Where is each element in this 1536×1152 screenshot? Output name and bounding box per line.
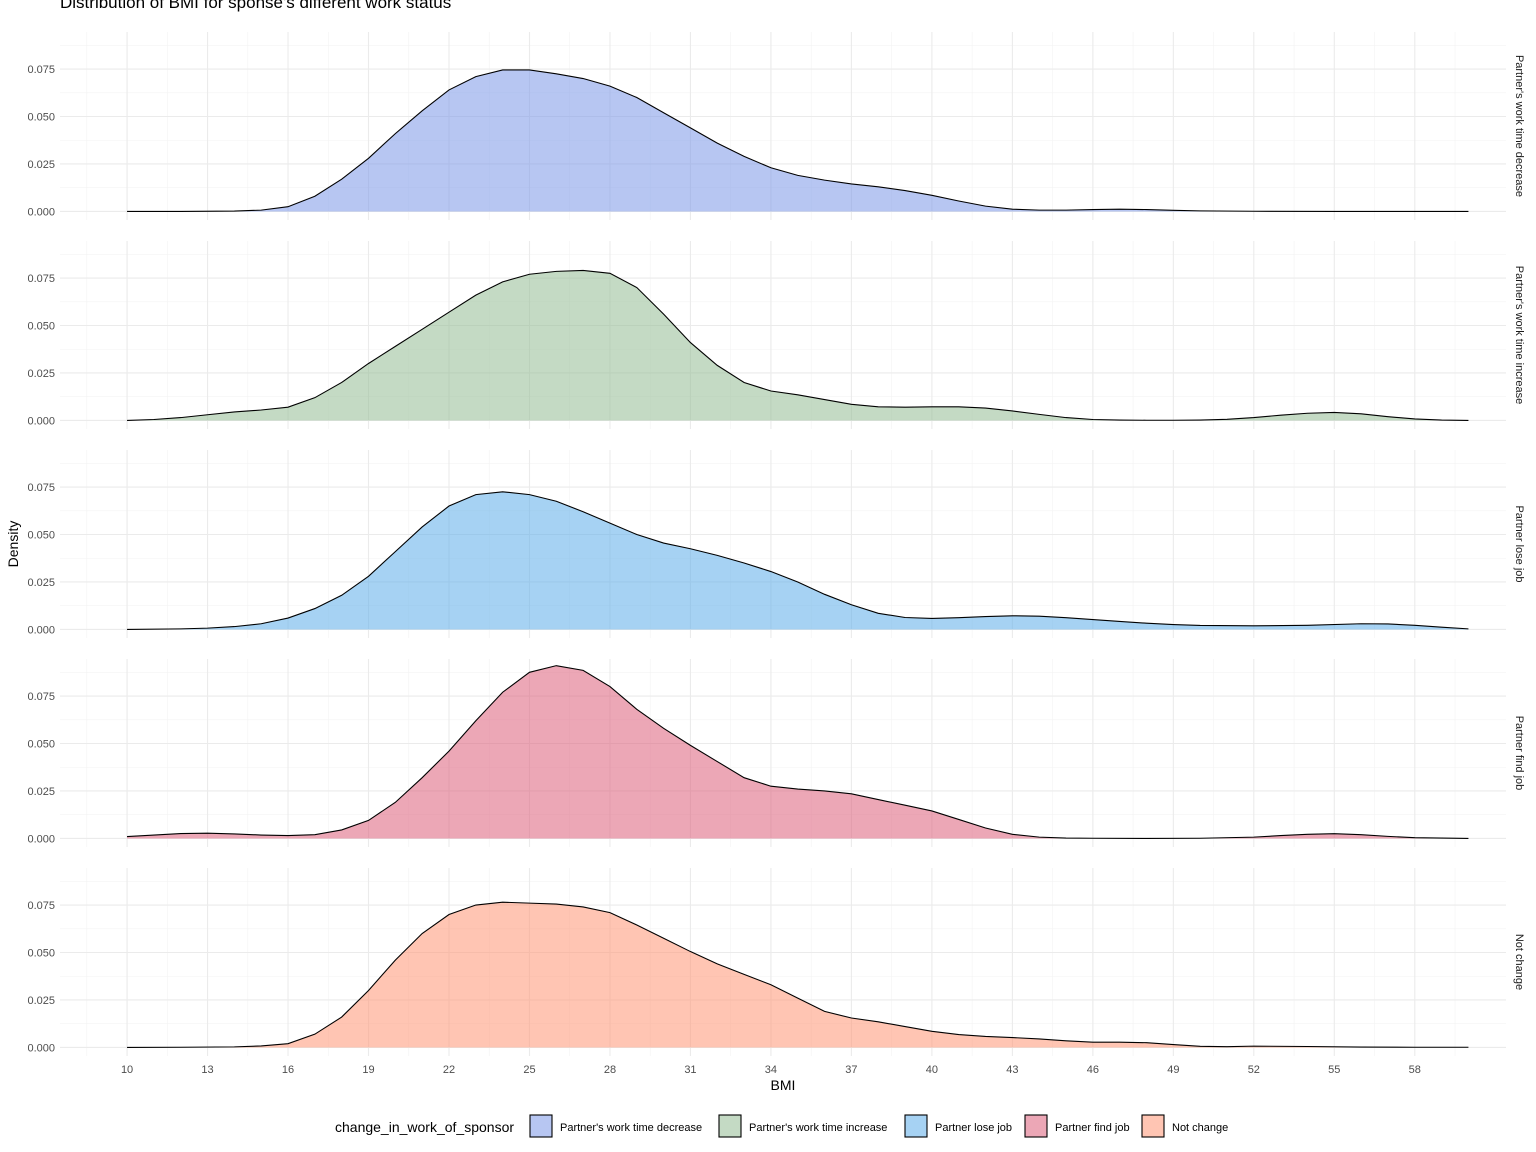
x-tick-label: 16	[282, 1064, 294, 1076]
density-area	[127, 902, 1469, 1048]
legend-label: Not change	[1172, 1122, 1228, 1134]
y-tick-label: 0.050	[27, 321, 55, 333]
legend-key	[1141, 1114, 1165, 1138]
y-tick-label: 0.075	[27, 482, 55, 494]
legend-item: Partner's work time decrease	[529, 1114, 702, 1138]
x-axis-title: BMI	[771, 1077, 796, 1093]
facet-panel: 0.000 0.025 0.050 0.075 Partner's work time …	[27, 32, 1525, 220]
y-tick-label: 0.025	[27, 995, 55, 1007]
y-tick-label: 0.000	[27, 1042, 55, 1054]
facet-strip-label: Partner's work time decrease	[1513, 55, 1525, 197]
x-tick-label: 49	[1167, 1064, 1179, 1076]
x-tick-label: 37	[845, 1064, 857, 1076]
density-area	[127, 665, 1469, 839]
legend-title: change_in_work_of_sponsor	[335, 1119, 514, 1135]
density-area	[127, 270, 1469, 421]
legend-item: Partner find job	[1024, 1114, 1130, 1138]
legend-item: Partner's work time increase	[718, 1114, 887, 1138]
x-tick-label: 10	[121, 1064, 133, 1076]
y-tick-label: 0.000	[27, 415, 55, 427]
legend-key	[718, 1114, 742, 1138]
legend-item: Not change	[1141, 1114, 1228, 1138]
x-tick-label: 52	[1248, 1064, 1260, 1076]
x-tick-label: 31	[684, 1064, 696, 1076]
legend-label: Partner lose job	[935, 1122, 1012, 1134]
y-tick-label: 0.000	[27, 206, 55, 218]
density-line	[127, 901, 1469, 1048]
y-tick-label: 0.000	[27, 833, 55, 845]
y-tick-label: 0.050	[27, 112, 55, 124]
facet-panel: 0.000 0.025 0.050 0.075 Partner's work time …	[27, 241, 1525, 429]
legend-key	[904, 1114, 928, 1138]
x-tick-label: 46	[1087, 1064, 1099, 1076]
y-axis-title: Density	[5, 521, 21, 568]
legend-key	[529, 1114, 553, 1138]
x-tick-label: 34	[765, 1064, 777, 1076]
density-area	[127, 491, 1469, 630]
y-tick-label: 0.025	[27, 368, 55, 380]
y-tick-label: 0.075	[27, 900, 55, 912]
y-tick-label: 0.075	[27, 273, 55, 285]
minor-grid	[60, 32, 1506, 220]
x-tick-label: 43	[1006, 1064, 1018, 1076]
density-line	[127, 69, 1469, 212]
y-tick-label: 0.025	[27, 159, 55, 171]
x-tick-label: 40	[926, 1064, 938, 1076]
x-tick-label: 13	[201, 1064, 213, 1076]
x-tick-label: 19	[362, 1064, 374, 1076]
facet-strip-label: Partner find job	[1513, 716, 1525, 791]
y-tick-label: 0.050	[27, 530, 55, 542]
facet-strip-label: Partner lose job	[1513, 505, 1525, 582]
legend: change_in_work_of_sponsor Partner's work…	[335, 1114, 1228, 1138]
legend-key	[1024, 1114, 1048, 1138]
density-line	[127, 665, 1469, 840]
x-tick-label: 25	[523, 1064, 535, 1076]
density-line	[127, 269, 1469, 421]
legend-item: Partner lose job	[904, 1114, 1012, 1138]
facet-strip-label: Partner's work time increase	[1513, 266, 1525, 404]
chart-title: Distribution of BMI for sponse's differe…	[60, 0, 451, 12]
x-tick-label: 22	[443, 1064, 455, 1076]
y-tick-label: 0.050	[27, 739, 55, 751]
y-tick-label: 0.075	[27, 64, 55, 76]
x-tick-label: 28	[604, 1064, 616, 1076]
y-tick-label: 0.025	[27, 577, 55, 589]
y-tick-label: 0.025	[27, 786, 55, 798]
y-tick-label: 0.050	[27, 948, 55, 960]
facet-strip-label: Not change	[1513, 934, 1525, 990]
density-area	[127, 69, 1469, 212]
facet-panel: 0.000 0.025 0.050 0.075 Partner find job	[27, 659, 1525, 847]
x-axis: 10 13 16 19 22 25 28 31 34 37 40 43 46 49 52 55 58	[121, 1064, 1421, 1076]
x-tick-label: 55	[1328, 1064, 1340, 1076]
legend-label: Partner's work time decrease	[560, 1122, 702, 1134]
legend-label: Partner find job	[1055, 1122, 1130, 1134]
facet-panels: 0.000 0.025 0.050 0.075 Partner's work time …	[27, 32, 1525, 1056]
density-line	[127, 491, 1469, 630]
facet-panel: 0.000 0.025 0.050 0.075 Partner lose job	[27, 450, 1525, 638]
y-tick-label: 0.075	[27, 691, 55, 703]
facet-panel: 0.000 0.025 0.050 0.075 Not change	[27, 868, 1525, 1056]
y-tick-label: 0.000	[27, 624, 55, 636]
x-tick-label: 58	[1409, 1064, 1421, 1076]
legend-label: Partner's work time increase	[749, 1122, 887, 1134]
